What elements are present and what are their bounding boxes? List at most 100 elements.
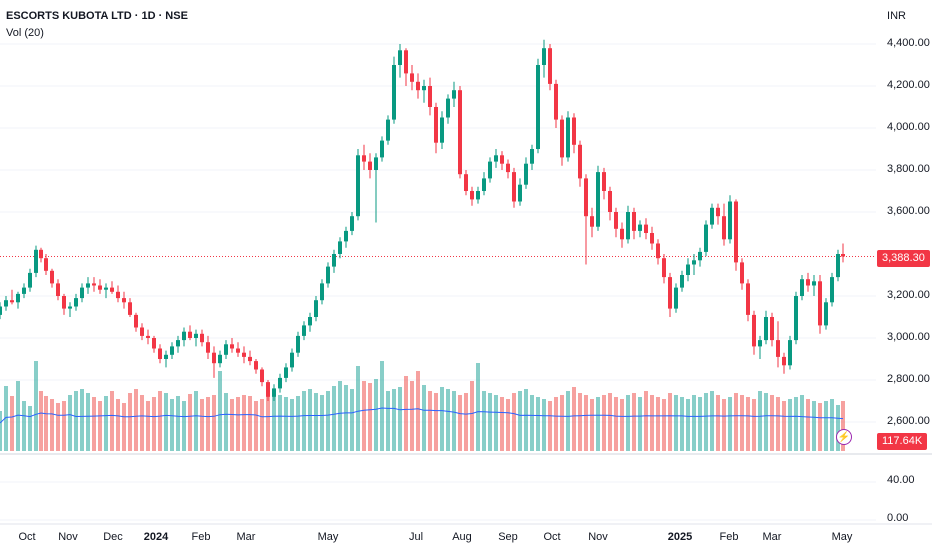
candle-body <box>572 117 576 145</box>
volume-bar <box>56 403 60 451</box>
candle-body <box>554 83 558 120</box>
candle-body <box>746 283 750 315</box>
volume-bar <box>22 401 26 451</box>
volume-bar <box>632 393 636 451</box>
candle-body <box>584 178 588 217</box>
volume-bar <box>800 395 804 451</box>
candle-body <box>818 281 822 326</box>
candle-body <box>494 155 498 162</box>
volume-bar <box>356 366 360 451</box>
volume-bar <box>158 391 162 451</box>
volume-bar <box>548 401 552 451</box>
volume-indicator-label[interactable]: Vol (20) <box>6 27 44 39</box>
candle-body <box>662 258 666 278</box>
volume-bar <box>602 395 606 451</box>
volume-bar <box>308 389 312 451</box>
volume-bar <box>824 401 828 451</box>
candle-body <box>824 302 828 326</box>
candle-body <box>710 207 714 225</box>
candle-body <box>722 216 726 240</box>
candle-body <box>164 354 168 359</box>
candle-body <box>278 377 282 389</box>
volume-bar <box>578 393 582 451</box>
volume-bar <box>740 395 744 451</box>
volume-bar <box>266 391 270 451</box>
candle-body <box>530 149 534 164</box>
candle-body <box>122 298 126 303</box>
candle-body <box>404 50 408 74</box>
volume-bar <box>200 399 204 451</box>
lightning-icon[interactable]: ⚡ <box>836 429 852 445</box>
candle-body <box>128 302 132 315</box>
time-axis-label: Nov <box>58 531 78 543</box>
volume-bar <box>152 397 156 451</box>
volume-bar <box>764 393 768 451</box>
candle-body <box>50 270 54 284</box>
volume-bar <box>39 391 43 451</box>
volume-bar <box>746 397 750 451</box>
volume-bar <box>428 391 432 451</box>
volume-bar <box>500 397 504 451</box>
candle-body <box>560 119 564 158</box>
volume-bar <box>620 399 624 451</box>
volume-bar <box>836 405 840 451</box>
candle-body <box>4 300 8 307</box>
volume-bar <box>686 399 690 451</box>
candle-body <box>644 224 648 233</box>
volume-bar <box>188 394 192 451</box>
candle-body <box>290 352 294 368</box>
candle-body <box>338 241 342 254</box>
volume-bar <box>242 395 246 451</box>
candle-body <box>806 279 810 286</box>
symbol-title: ESCORTS KUBOTA LTD · 1D · NSE <box>6 10 188 22</box>
volume-bar <box>34 361 38 451</box>
volume-bar <box>662 399 666 451</box>
candle-body <box>452 90 456 99</box>
volume-bar <box>554 397 558 451</box>
candle-body <box>788 340 792 366</box>
candle-body <box>410 73 414 82</box>
volume-bar <box>710 391 714 451</box>
candle-body <box>62 296 66 309</box>
volume-ma-line <box>0 407 844 424</box>
currency-label[interactable]: INR <box>887 10 906 22</box>
candle-body <box>608 191 612 212</box>
candle-body <box>596 172 600 227</box>
volume-bar <box>416 371 420 451</box>
candle-body <box>812 281 816 286</box>
candle-body <box>524 163 528 185</box>
time-axis-label: Oct <box>543 531 561 543</box>
volume-bar <box>62 401 66 451</box>
volume-bar <box>818 403 822 451</box>
volume-bar <box>698 397 702 451</box>
time-axis-label: Oct <box>18 531 36 543</box>
candle-body <box>536 65 540 149</box>
volume-bar <box>722 399 726 451</box>
time-axis-label: Sep <box>498 531 518 543</box>
price-axis-label: 4,200.00 <box>887 79 930 91</box>
candle-body <box>110 287 114 292</box>
candle-body <box>632 212 636 231</box>
candle-body <box>422 86 426 91</box>
candle-body <box>194 333 198 338</box>
candle-body <box>440 117 444 143</box>
volume-bar <box>254 401 258 451</box>
volume-bar <box>434 393 438 451</box>
volume-bar <box>806 399 810 451</box>
candle-body <box>254 361 258 370</box>
candle-body <box>39 249 43 259</box>
volume-bar <box>458 395 462 451</box>
volume-bar <box>752 399 756 451</box>
time-axis-label: Feb <box>191 531 211 543</box>
volume-bar <box>596 397 600 451</box>
volume-bar <box>28 406 32 451</box>
time-axis-label: Jul <box>408 531 424 543</box>
candle-body <box>56 283 60 296</box>
volume-bar <box>302 391 306 451</box>
candle-body <box>482 178 486 191</box>
volume-bar <box>770 395 774 451</box>
candle-body <box>602 172 606 191</box>
candle-body <box>308 317 312 326</box>
